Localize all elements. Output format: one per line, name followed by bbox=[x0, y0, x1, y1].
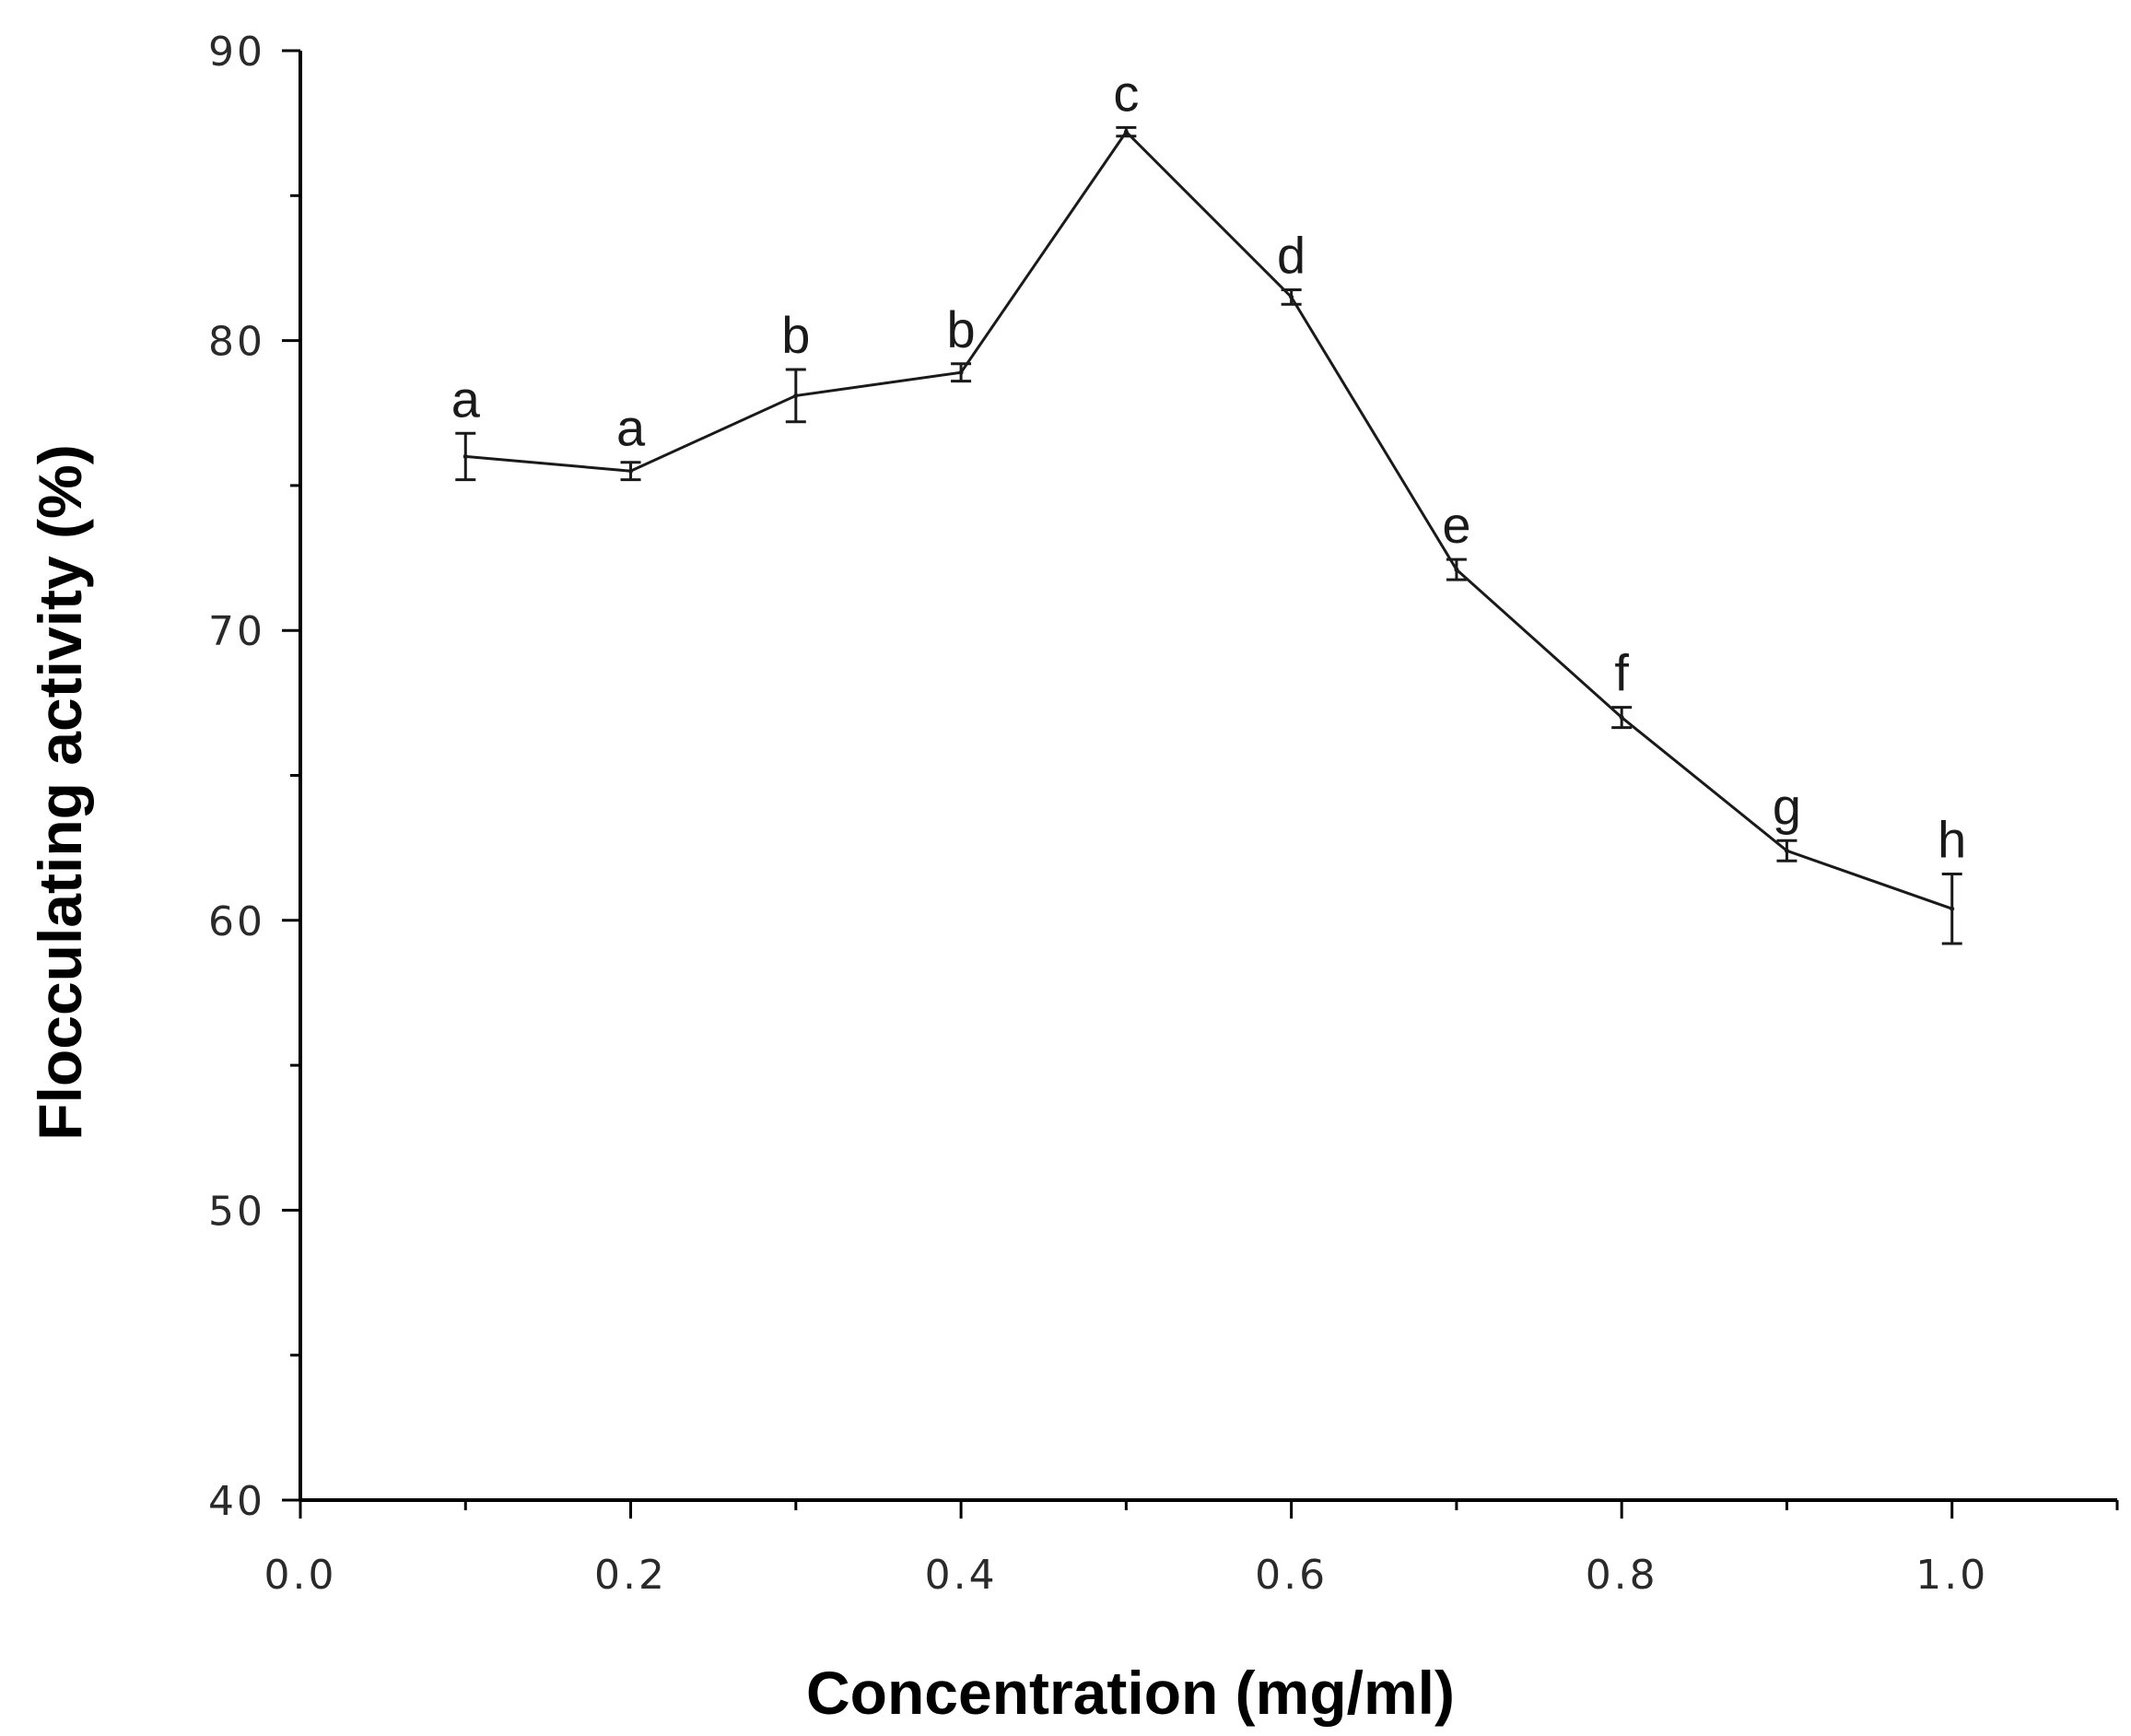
x-ticks: 0.0 0.2 0.4 0.6 0.8 1.0 bbox=[264, 1500, 2119, 1599]
y-tick-label: 50 bbox=[208, 1188, 265, 1235]
data-point bbox=[1950, 906, 1955, 911]
data-point bbox=[1619, 715, 1624, 721]
y-tick-label: 90 bbox=[208, 29, 265, 76]
data-point bbox=[958, 369, 964, 375]
significance-label: g bbox=[1773, 777, 1801, 835]
data-point bbox=[628, 468, 634, 474]
y-ticks: 40 50 60 70 80 90 bbox=[208, 29, 300, 1525]
x-tick-label: 0.2 bbox=[594, 1552, 667, 1599]
x-tick-label: 0.6 bbox=[1255, 1552, 1328, 1599]
significance-label: d bbox=[1277, 227, 1306, 285]
significance-label: c bbox=[1113, 64, 1139, 122]
significance-label: b bbox=[947, 300, 976, 358]
y-tick-label: 80 bbox=[208, 319, 265, 366]
x-tick-label: 0.8 bbox=[1586, 1552, 1658, 1599]
data-point bbox=[462, 453, 468, 459]
y-tick-label: 70 bbox=[208, 608, 265, 655]
data-point bbox=[793, 393, 799, 398]
x-tick-label: 1.0 bbox=[1915, 1552, 1988, 1599]
significance-label: f bbox=[1614, 644, 1629, 702]
data-point bbox=[1123, 129, 1129, 135]
significance-label: e bbox=[1442, 496, 1470, 554]
significance-label: a bbox=[616, 399, 646, 457]
y-axis-title: Flocculating activity (%) bbox=[26, 444, 94, 1140]
data-point bbox=[1289, 294, 1294, 299]
y-tick-label: 60 bbox=[208, 898, 265, 945]
x-tick-label: 0.0 bbox=[264, 1552, 337, 1599]
y-tick-label: 40 bbox=[208, 1478, 265, 1525]
significance-label: b bbox=[781, 306, 810, 364]
data-point bbox=[1454, 567, 1459, 572]
significance-label: a bbox=[451, 369, 481, 428]
data-point bbox=[1784, 848, 1789, 853]
x-tick-label: 0.4 bbox=[925, 1552, 998, 1599]
x-axis-title: Concentration (mg/ml) bbox=[806, 1659, 1455, 1727]
significance-label: h bbox=[1938, 810, 1966, 868]
series: a a b b c d e f g h bbox=[451, 64, 1966, 945]
axes bbox=[299, 51, 2117, 1502]
series-line bbox=[465, 129, 1953, 910]
